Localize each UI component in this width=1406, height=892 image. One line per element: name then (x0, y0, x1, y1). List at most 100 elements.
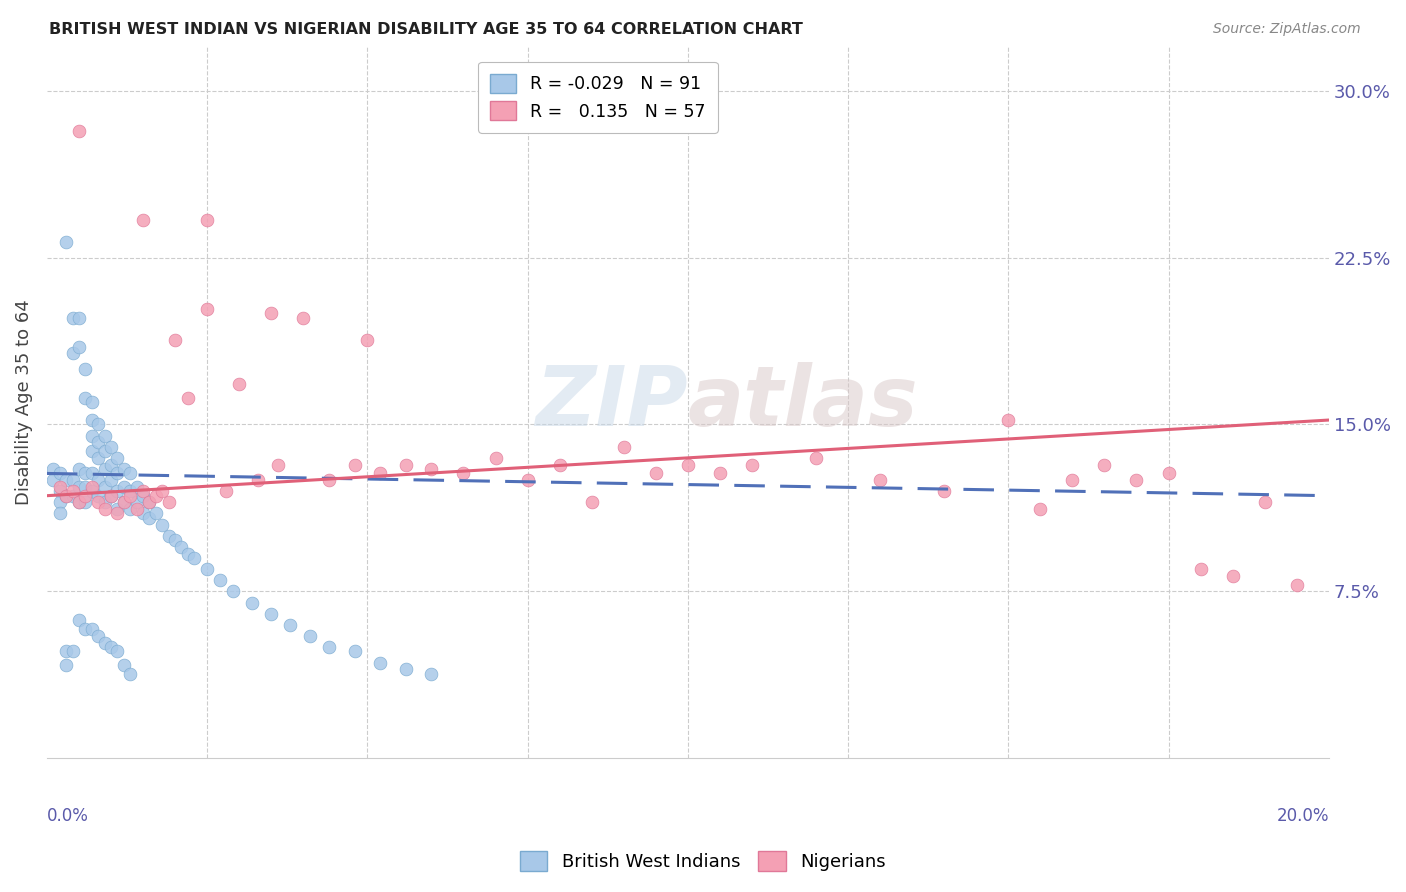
Point (1222, 569, 1244, 583)
Point (997, 413, 1019, 427)
Point (150, 484, 173, 499)
Point (75, 391, 97, 405)
Point (48, 484, 70, 499)
Point (368, 656, 391, 670)
Point (75, 622, 97, 636)
Point (516, 473, 538, 487)
Point (48, 495, 70, 509)
Point (80, 413, 103, 427)
Point (170, 540, 193, 554)
Text: BRITISH WEST INDIAN VS NIGERIAN DISABILITY AGE 35 TO 64 CORRELATION CHART: BRITISH WEST INDIAN VS NIGERIAN DISABILI… (49, 22, 803, 37)
Point (420, 462, 443, 476)
Point (62, 644, 84, 658)
Point (934, 484, 956, 499)
Point (48, 507, 70, 521)
Point (87, 417, 110, 432)
Point (368, 467, 391, 481)
Legend: British West Indians, Nigerians: British West Indians, Nigerians (513, 844, 893, 879)
Point (62, 310, 84, 325)
Point (222, 584, 245, 599)
Point (93, 495, 115, 509)
Point (1125, 473, 1147, 487)
Point (676, 458, 699, 472)
Point (260, 607, 283, 621)
Point (62, 489, 84, 503)
Point (1157, 467, 1180, 481)
Point (343, 644, 366, 658)
Point (55, 489, 77, 503)
Point (125, 502, 148, 516)
Point (67, 480, 90, 494)
Point (93, 480, 115, 494)
Point (80, 480, 103, 494)
Point (266, 458, 288, 472)
Point (132, 507, 155, 521)
Point (87, 629, 110, 643)
Point (260, 306, 283, 320)
Point (75, 467, 97, 481)
Point (356, 333, 378, 347)
Point (120, 502, 142, 516)
Point (138, 495, 160, 509)
Point (157, 495, 180, 509)
Point (1285, 577, 1308, 591)
Point (105, 467, 128, 481)
Point (420, 666, 443, 681)
Text: ZIP: ZIP (536, 362, 688, 442)
Point (741, 458, 763, 472)
Point (62, 346, 84, 360)
Point (453, 467, 475, 481)
Point (67, 495, 90, 509)
Point (1029, 502, 1052, 516)
Point (75, 489, 97, 503)
Point (93, 462, 115, 476)
Point (298, 629, 321, 643)
Point (125, 495, 148, 509)
Point (100, 473, 122, 487)
Point (120, 484, 142, 499)
Point (183, 551, 205, 566)
Point (80, 467, 103, 481)
Point (67, 124, 90, 138)
Point (100, 440, 122, 454)
Point (42, 462, 65, 476)
Point (87, 435, 110, 450)
Point (395, 458, 418, 472)
Point (138, 511, 160, 525)
Point (165, 333, 187, 347)
Point (484, 450, 506, 465)
Point (67, 462, 90, 476)
Point (709, 467, 731, 481)
Point (105, 484, 128, 499)
Point (1062, 473, 1084, 487)
Point (80, 622, 103, 636)
Point (280, 617, 302, 632)
Point (55, 657, 77, 672)
Text: 0.0%: 0.0% (46, 807, 89, 825)
Point (112, 495, 135, 509)
Point (228, 377, 250, 392)
Point (240, 595, 263, 609)
Point (100, 489, 122, 503)
Point (48, 467, 70, 481)
Point (67, 340, 90, 354)
Point (93, 444, 115, 458)
Point (125, 480, 148, 494)
Point (1253, 495, 1275, 509)
Point (112, 495, 135, 509)
Point (62, 484, 84, 499)
Point (75, 480, 97, 494)
Point (613, 440, 636, 454)
Point (67, 613, 90, 627)
Point (120, 489, 142, 503)
Point (247, 473, 270, 487)
Point (105, 502, 128, 516)
Point (150, 517, 173, 532)
Point (75, 362, 97, 376)
Point (105, 450, 128, 465)
Point (165, 533, 187, 548)
Point (87, 489, 110, 503)
Point (93, 502, 115, 516)
Point (804, 450, 827, 465)
Point (80, 484, 103, 499)
